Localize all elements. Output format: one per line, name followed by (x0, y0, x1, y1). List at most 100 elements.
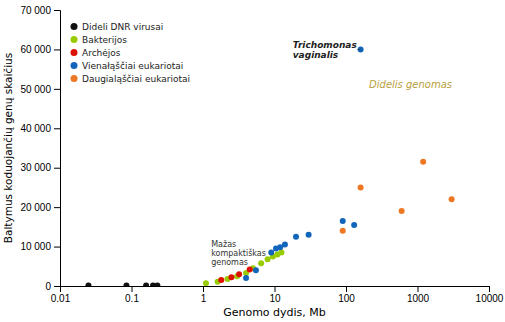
tick-label: 40 000 (20, 123, 51, 134)
y-axis: 0 10 000 20 000 30 000 40 000 50 000 60 000 70 … (20, 5, 60, 292)
tick-mark (346, 286, 347, 292)
tick-mark (54, 10, 60, 11)
tick-label: 30 000 (20, 162, 51, 173)
tick: 1000 (407, 286, 430, 304)
point (340, 218, 346, 224)
point (236, 271, 242, 277)
legend-label: Archėjos (82, 48, 121, 58)
point (420, 159, 426, 165)
tick: 30 000 (20, 162, 60, 173)
tick: 0.01 (51, 286, 71, 304)
axis-line (61, 287, 490, 293)
x-axis-title: Genomo dydis, Mb (223, 306, 326, 319)
x-axis: 0.010.1110100100010000 (51, 286, 504, 304)
legend-item: Archėjos (71, 48, 121, 58)
legend-label: Dideli DNR virusai (82, 22, 163, 32)
tick: 60 000 (20, 44, 60, 55)
tick: 20 000 (20, 202, 60, 213)
tick-label: 1 (201, 293, 207, 304)
series (85, 283, 160, 286)
point (218, 277, 224, 283)
legend-item: Bakterijos (71, 35, 128, 45)
point (143, 283, 149, 286)
point (247, 266, 253, 272)
tick-label: 10 (269, 293, 281, 304)
annotation: Didelis genomas (369, 79, 452, 90)
tick-mark (54, 247, 60, 248)
plot: 0.010.1110100100010000010 00020 00030 00… (2, 5, 504, 319)
annotation-line: kompaktiškas (211, 248, 266, 258)
tick: 70 000 (20, 5, 60, 16)
tick-label: 0.1 (125, 293, 139, 304)
point (306, 232, 312, 238)
point (351, 222, 357, 228)
tick-label: 100 (338, 293, 355, 304)
point (243, 275, 249, 281)
point (85, 283, 91, 286)
point (293, 234, 299, 240)
legend-label: Bakterijos (82, 35, 127, 45)
tick-mark (54, 49, 60, 50)
annotation-connector (358, 49, 361, 50)
tick: 0.1 (125, 286, 139, 304)
point (282, 242, 288, 248)
tick: 10 000 (20, 241, 60, 252)
tick-mark (132, 286, 133, 292)
point (340, 228, 346, 234)
axis-line (54, 11, 61, 287)
point (449, 196, 455, 202)
tick-mark (54, 89, 60, 90)
point (123, 283, 129, 286)
tick-mark (275, 286, 276, 292)
annotation: Trichomonasvaginalis (293, 40, 358, 60)
point (399, 208, 405, 214)
annotations: Trichomonasvaginalis Mažaskompaktiškasgen… (211, 40, 452, 267)
tick-mark (54, 128, 60, 129)
tick-label: 50 000 (20, 84, 51, 95)
legend: Dideli DNR virusai Bakterijos Archėjos Vien… (71, 22, 190, 84)
annotation-line: Mažas (211, 240, 236, 249)
tick-label: 20 000 (20, 202, 51, 213)
legend-label: Daugialąščiai eukariotai (82, 74, 190, 84)
point (358, 46, 364, 52)
point (268, 249, 274, 255)
legend-marker (71, 75, 78, 82)
legend-marker (71, 49, 78, 56)
series (218, 266, 252, 283)
tick-label: 10 000 (20, 241, 51, 252)
legend-item: Dideli DNR virusai (71, 22, 164, 32)
legend-item: Daugialąščiai eukariotai (71, 74, 190, 84)
legend-marker (71, 36, 78, 43)
tick-label: 0 (45, 281, 51, 292)
tick-mark (418, 286, 419, 292)
point (358, 184, 364, 190)
tick-mark (54, 168, 60, 169)
legend-label: Vienałąščiai eukariotai (82, 61, 183, 71)
point (253, 267, 259, 273)
tick-mark (54, 286, 60, 287)
tick-mark (54, 207, 60, 208)
point (278, 249, 284, 255)
tick-label: 0.01 (51, 293, 71, 304)
tick: 0 (45, 281, 60, 292)
point (203, 280, 209, 286)
annotation-line: vaginalis (293, 50, 339, 60)
point (258, 260, 264, 266)
tick-label: 1000 (407, 293, 430, 304)
annotation-line: genomas (211, 258, 248, 267)
legend-marker (71, 62, 78, 69)
annotation: Mažaskompaktiškasgenomas (211, 240, 266, 267)
annotation-line: Trichomonas (293, 40, 358, 50)
series (243, 46, 364, 281)
tick-label: 60 000 (20, 44, 51, 55)
tick: 10 (269, 286, 281, 304)
tick: 1 (201, 286, 207, 304)
point (228, 274, 234, 280)
y-axis-title: Baltymus koduojančių genų skaičius (2, 53, 14, 243)
point (154, 283, 160, 286)
series (340, 159, 455, 234)
tick: 100 (338, 286, 355, 304)
tick: 40 000 (20, 123, 60, 134)
chart: 0.010.1110100100010000010 00020 00030 00… (0, 0, 505, 322)
legend-item: Vienałąščiai eukariotai (71, 61, 184, 71)
